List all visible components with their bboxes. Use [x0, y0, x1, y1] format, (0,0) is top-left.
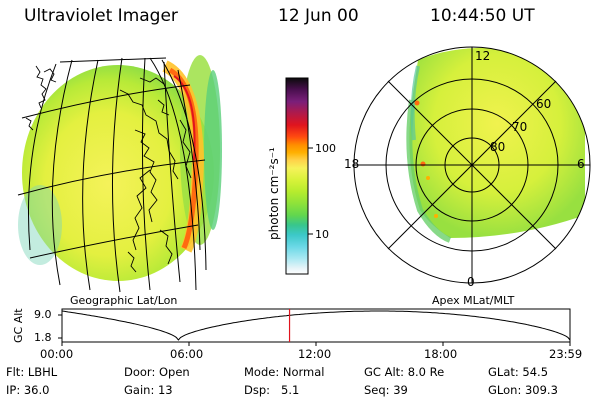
status-glon: GLon: 309.3 [488, 383, 558, 397]
time-label: 10:44:50 UT [430, 6, 535, 26]
altitude-timeline: 9.0 1.8 GC Alt 00:00 06:00 12:00 18:00 2… [12, 308, 582, 361]
status-glat: GLat: 54.5 [488, 365, 549, 379]
xtick-0000: 00:00 [40, 347, 73, 361]
mlat-label-60: 60 [536, 97, 551, 111]
mlat-label-70: 70 [512, 120, 527, 134]
colorbar: 100 10 photon cm⁻²s⁻¹ [267, 77, 336, 275]
xtick-1800: 18:00 [424, 347, 457, 361]
polar-dayside-edge [410, 65, 420, 141]
ytick-1-8: 1.8 [34, 331, 52, 344]
geographic-image [17, 55, 222, 293]
status-gcalt: GC Alt: 8.0 Re [364, 365, 445, 379]
aurora-spot [420, 161, 426, 167]
ip-value: 36.0 [23, 383, 50, 397]
date-label: 12 Jun 00 [278, 6, 359, 26]
status-flt: Flt: LBHL [6, 365, 58, 379]
mlt-label-6: 6 [577, 157, 585, 171]
altitude-curve [61, 310, 571, 341]
polar-grid [353, 46, 591, 284]
geo-grid [17, 57, 206, 293]
polar-emission [409, 47, 585, 238]
ytick-9: 9.0 [34, 308, 52, 321]
status-mode: Mode: Normal [244, 365, 325, 379]
geo-grid-outer [28, 57, 207, 291]
coastlines [25, 65, 192, 273]
auroral-emission-globe [22, 65, 214, 281]
timeline-ylabel: GC Alt [12, 308, 25, 343]
timeline-frame [61, 308, 571, 343]
limb-fringe-outer [204, 70, 222, 230]
mlt-label-0: 0 [467, 275, 475, 289]
mlt-label-18: 18 [344, 157, 359, 171]
polar-oval-edge [406, 99, 452, 243]
status-ip: IP: 36.0 [6, 383, 50, 397]
status-gain: Gain: 13 [124, 383, 173, 397]
aurora-spot [426, 176, 430, 180]
status-door: Door: Open [124, 365, 190, 379]
mode-value: Normal [282, 365, 325, 379]
instrument-title: Ultraviolet Imager [24, 6, 178, 26]
colorbar-rect [285, 77, 309, 275]
glon-value: 309.3 [524, 383, 558, 397]
timeline-ticks [58, 314, 571, 346]
colorbar-label: photon cm⁻²s⁻¹ [267, 147, 281, 240]
xtick-1200: 12:00 [298, 347, 331, 361]
status-dsp: Dsp: 5.1 [244, 383, 300, 397]
xtick-2359: 23:59 [549, 347, 582, 361]
dsp-value: 5.1 [281, 383, 300, 397]
xtick-0600: 06:00 [170, 347, 203, 361]
glat-value: 54.5 [522, 365, 549, 379]
aurora-spot [414, 100, 420, 106]
mlt-line-9-21 [387, 80, 557, 250]
aurora-spot [434, 214, 438, 218]
polar-caption: Apex MLat/MLT [432, 294, 515, 307]
dayglow-arc-peak [173, 75, 196, 161]
gain-value: 13 [157, 383, 173, 397]
mlat-label-80: 80 [490, 140, 505, 154]
door-value: Open [158, 365, 190, 379]
status-seq: Seq: 39 [364, 383, 408, 397]
geo-caption: Geographic Lat/Lon [70, 294, 177, 307]
mlt-label-12: 12 [475, 49, 490, 63]
colorbar-tick-label-10: 10 [315, 228, 329, 241]
seq-value: 39 [393, 383, 408, 397]
colorbar-tick-label-100: 100 [315, 142, 336, 155]
gcalt-value: 8.0 Re [407, 365, 445, 379]
flt-value: LBHL [27, 365, 58, 379]
polar-image: 12 18 6 0 60 70 80 [344, 46, 591, 289]
